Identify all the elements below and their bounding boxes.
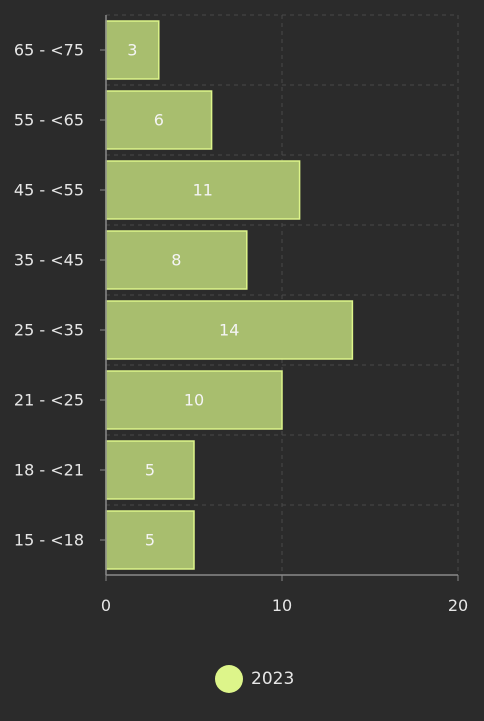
legend-label: 2023	[251, 669, 294, 689]
bar	[105, 440, 195, 500]
x-tick-label: 10	[272, 596, 292, 615]
bar	[105, 510, 195, 570]
y-tick-label: 21 - <25	[14, 391, 84, 410]
legend-item-2023[interactable]: 2023	[215, 665, 294, 693]
bar-value-label: 14	[219, 321, 239, 340]
bar-value-label: 6	[154, 111, 164, 130]
legend[interactable]: 2023	[215, 665, 294, 693]
y-tick-label: 35 - <45	[14, 251, 84, 270]
bar	[105, 90, 213, 150]
y-tick-label: 45 - <55	[14, 181, 84, 200]
bar	[105, 230, 248, 290]
bar-value-label: 5	[145, 461, 155, 480]
axes: 65 - <75 55 - <65 45 - <55 35 - <45 25 - <35…	[14, 15, 468, 615]
bars: 3 6 11 8 14 10 5 5	[105, 20, 354, 570]
y-tick-label: 25 - <35	[14, 321, 84, 340]
x-tick-label: 20	[448, 596, 468, 615]
grid-lines	[105, 14, 459, 576]
bar-value-label: 11	[193, 181, 213, 200]
bar-value-label: 3	[127, 41, 137, 60]
y-tick-label: 15 - <18	[14, 531, 84, 550]
bar	[105, 370, 283, 430]
bar-value-label: 5	[145, 531, 155, 550]
y-tick-label: 18 - <21	[14, 461, 84, 480]
bar	[105, 300, 354, 360]
bar-value-label: 8	[171, 251, 181, 270]
x-tick-label: 0	[101, 596, 111, 615]
y-tick-label: 55 - <65	[14, 111, 84, 130]
y-tick-label: 65 - <75	[14, 41, 84, 60]
bar-value-label: 10	[184, 391, 204, 410]
legend-marker	[215, 665, 243, 693]
bar	[105, 160, 301, 220]
